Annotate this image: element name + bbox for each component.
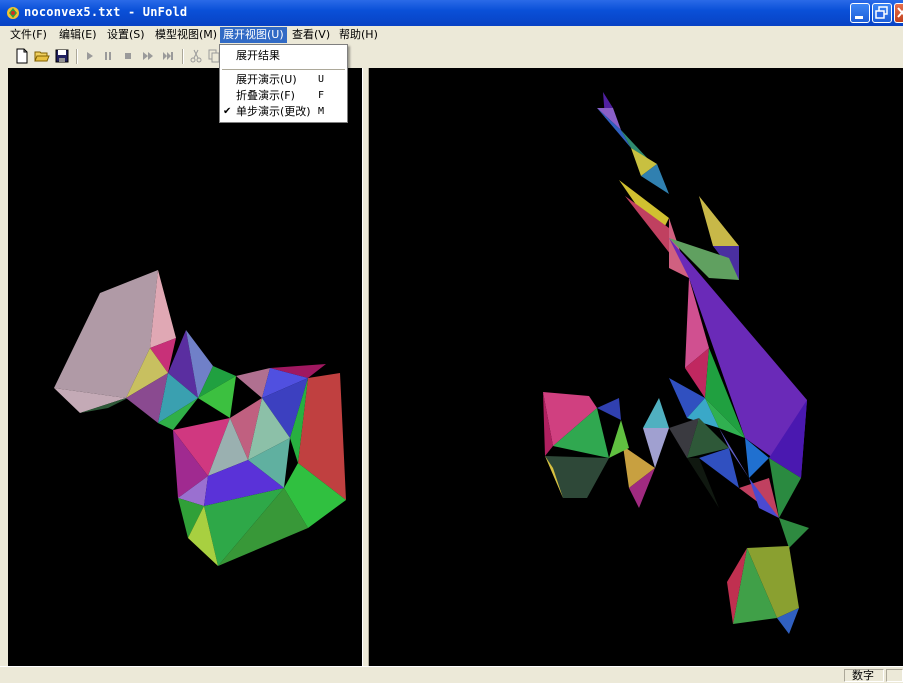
toolbar-separator xyxy=(182,49,184,64)
menu-bar: 文件(F) 编辑(E) 设置(S) 模型视图(M) 展开视图(U) 查看(V) … xyxy=(0,26,903,44)
status-bar: 数字 xyxy=(0,666,903,683)
play-icon[interactable] xyxy=(82,48,98,64)
menu-item-unfold-demo[interactable]: 展开演示(U) U xyxy=(236,73,325,86)
pause-icon[interactable] xyxy=(100,48,116,64)
menu-item-unfold-result[interactable]: 展开结果 xyxy=(236,49,280,62)
menu-settings[interactable]: 设置(S) xyxy=(107,28,145,41)
model-view-3d[interactable] xyxy=(8,68,362,666)
menu-file[interactable]: 文件(F) xyxy=(10,28,47,41)
model-mesh xyxy=(54,270,346,566)
unfold-view-dropdown: 展开结果 展开演示(U) U 折叠演示(F) F ✔ 单步演示(更改) M xyxy=(219,44,348,123)
menu-item-step-demo[interactable]: ✔ 单步演示(更改) M xyxy=(223,105,325,118)
cut-icon[interactable] xyxy=(188,48,204,64)
app-icon xyxy=(7,7,19,19)
status-pane xyxy=(886,669,903,682)
window-title: noconvex5.txt - UnFold xyxy=(24,5,188,19)
close-icon xyxy=(897,7,903,18)
menu-model-view[interactable]: 模型视图(M) xyxy=(155,28,218,41)
menu-help[interactable]: 帮助(H) xyxy=(339,28,378,41)
menu-edit[interactable]: 编辑(E) xyxy=(59,28,97,41)
save-disk-icon[interactable] xyxy=(54,48,70,64)
status-num-lock: 数字 xyxy=(844,669,884,682)
restore-button[interactable] xyxy=(872,3,892,23)
stop-icon[interactable] xyxy=(120,48,136,64)
fast-forward-icon[interactable] xyxy=(140,48,156,64)
unfolded-mesh xyxy=(543,92,809,634)
toolbar-separator xyxy=(76,49,78,64)
close-button[interactable] xyxy=(894,3,903,23)
checkmark-icon: ✔ xyxy=(223,106,232,117)
menu-unfold-view[interactable]: 展开视图(U) xyxy=(220,27,287,43)
toolbar xyxy=(0,44,903,69)
view-splitter[interactable] xyxy=(362,68,369,666)
skip-end-icon[interactable] xyxy=(160,48,176,64)
menu-view[interactable]: 查看(V) xyxy=(292,28,331,41)
frame-border xyxy=(0,68,8,666)
open-folder-icon[interactable] xyxy=(34,48,50,64)
title-bar[interactable]: noconvex5.txt - UnFold xyxy=(0,0,903,26)
status-pane xyxy=(828,669,843,682)
unfold-view-3d[interactable] xyxy=(369,68,903,666)
minimize-button[interactable] xyxy=(850,3,870,23)
new-file-icon[interactable] xyxy=(14,48,30,64)
restore-icon xyxy=(875,6,888,19)
menu-separator xyxy=(222,69,345,70)
minimize-icon xyxy=(855,16,863,19)
menu-item-fold-demo[interactable]: 折叠演示(F) F xyxy=(236,89,325,102)
